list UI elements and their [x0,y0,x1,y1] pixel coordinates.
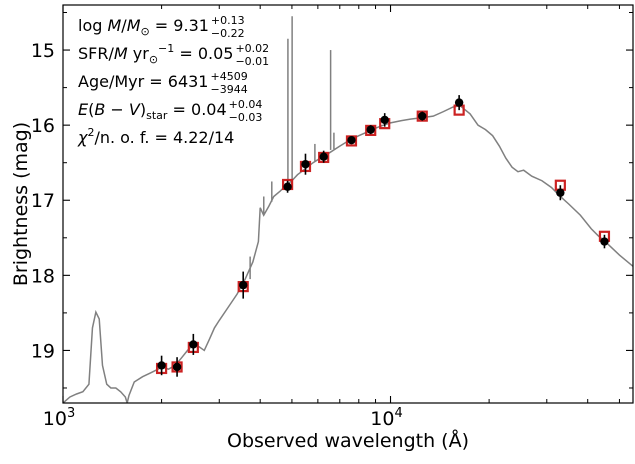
observed-point [319,152,328,161]
x-axis-title: Observed wavelength (Å) [227,429,469,452]
fit-annotation-line: SFR/M yr⊙​−1​ = 0.05 [78,42,233,66]
observed-point [347,135,356,145]
axis-ticks: 15 16 17 18 19 103 104 [31,5,633,430]
spectrum-line [63,104,633,403]
fit-annotation-line: log M/M⊙​ = 9.31 [78,16,209,38]
observed-point [418,111,427,121]
fit-annotation-line: Age/Myr = 6431 [78,72,208,91]
y-tick-label: 17 [31,190,55,212]
observed-point [380,115,389,125]
observed-point [283,182,292,191]
observed-point [189,340,198,349]
observed-photometry-series [157,95,609,377]
fit-annotation-lower: −0.03 [229,111,263,124]
fit-annotation-upper: +0.13 [211,14,245,27]
y-tick-label: 19 [31,340,55,362]
x-tick-label: 104 [370,406,402,430]
x-tick-label: 103 [43,406,75,430]
observed-point [556,188,565,197]
observed-point [301,160,310,169]
fit-annotation-line: χ2​/n. o. f. = 4.22/14 [77,126,234,147]
observed-point [600,237,609,246]
observed-point [454,98,464,107]
fit-annotation-lower: −0.22 [211,27,245,40]
fit-annotation-lower: −0.01 [235,55,269,68]
y-tick-label: 16 [31,115,55,137]
observed-point [172,362,182,372]
fit-annotation-upper: +0.02 [235,42,269,55]
y-tick-label: 15 [31,40,55,62]
y-tick-label: 18 [31,265,55,287]
plot-frame [62,4,634,404]
fit-annotation-upper: +4509 [210,70,247,83]
fit-annotation-line: E(B − V)star​ = 0.04 [78,100,227,122]
fit-annotation-lower: −3944 [210,83,247,96]
y-axis-title: Brightness (mag) [10,122,32,286]
observed-point [239,280,248,290]
observed-point [157,361,166,370]
fit-annotation-upper: +0.04 [229,98,263,111]
fit-annotations: log M/M⊙​ = 9.31+0.13−0.22 SFR/M yr⊙​−1​ … [77,14,269,147]
observed-point [366,125,375,134]
